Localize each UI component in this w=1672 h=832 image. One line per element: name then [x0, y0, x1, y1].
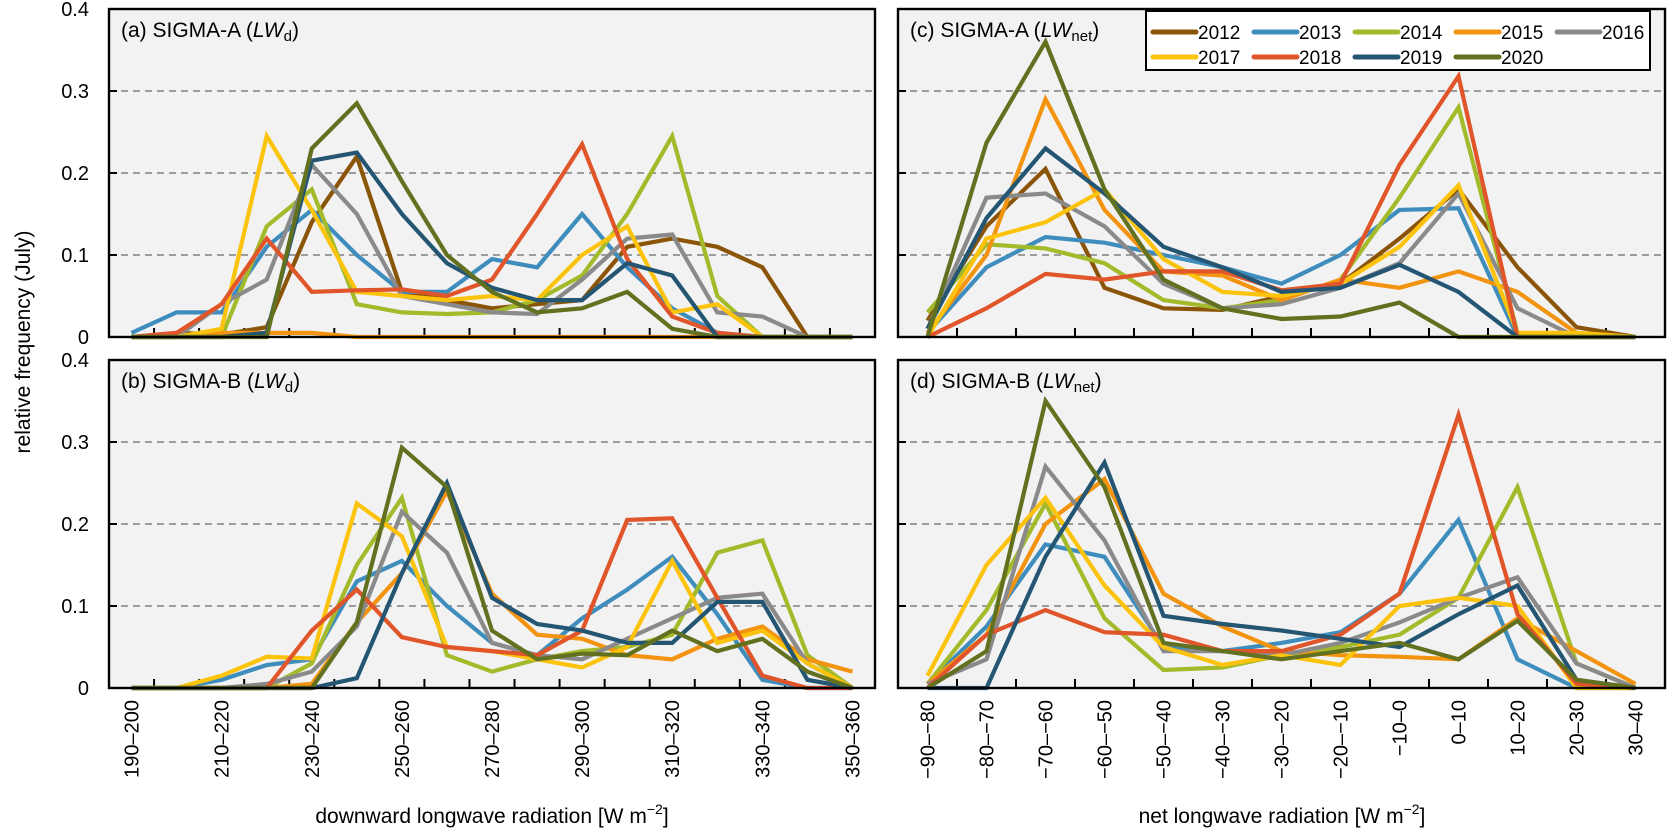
legend-label: 2019 — [1400, 48, 1442, 69]
legend-item-2012: 2012 — [1150, 23, 1240, 44]
plot-frame — [896, 7, 1667, 339]
legend-label: 2016 — [1602, 23, 1644, 44]
legend-item-2019: 2019 — [1352, 48, 1442, 69]
legend-label: 2012 — [1198, 23, 1240, 44]
legend-label: 2014 — [1400, 23, 1443, 44]
panel-d: −90–−80 −80–−70 −70–−60 −60–−50 −50–−40 −40–−… — [896, 358, 1667, 779]
plot-frame — [107, 7, 877, 339]
y-tick-label: 0.4 — [61, 350, 89, 372]
x-tick-label: 270–280 — [482, 700, 504, 778]
x-tick-label: −50–−40 — [1154, 700, 1176, 779]
legend: 2012 2013 2014 2015 2016 2017 2018 2019 2020 — [1145, 10, 1651, 71]
legend-item-2020: 2020 — [1453, 48, 1543, 69]
x-tick-label: −80–−70 — [977, 700, 999, 779]
x-tick-label: −40–−30 — [1213, 700, 1235, 779]
x-tick-label: −90–−80 — [918, 700, 940, 779]
legend-item-2018: 2018 — [1251, 48, 1341, 69]
y-tick-label: 0.1 — [61, 596, 89, 618]
panel-title: (d) SIGMA-B (LWnet) — [910, 370, 1102, 396]
series-line-2020 — [926, 395, 1636, 691]
x-axis-label-left-close: ] — [663, 805, 669, 828]
x-axis-label-right: net longwave radiation [W m−2] — [1139, 801, 1426, 828]
legend-box — [1145, 10, 1651, 71]
series-line-2018 — [926, 407, 1636, 691]
x-axis-label-left-exp: −2 — [647, 801, 663, 817]
panel-b: 0 0.1 0.2 0.3 0.4 190–200 210–220 230–240 250–26… — [61, 350, 877, 778]
series-line-2015 — [925, 94, 1636, 340]
x-axis-label-right-close: ] — [1420, 805, 1426, 828]
x-tick-label: 330–340 — [752, 700, 774, 778]
x-axis-label-left: downward longwave radiation [W m−2] — [315, 801, 668, 828]
x-tick-label: 190–200 — [122, 700, 144, 778]
panel-title: (c) SIGMA-A (LWnet) — [910, 19, 1099, 45]
x-axis-label-right-exp: −2 — [1404, 801, 1420, 817]
y-tick-label: 0.3 — [61, 432, 89, 454]
x-tick-label: 290–300 — [572, 700, 594, 778]
x-tick-label: 0–10 — [1449, 700, 1471, 745]
x-tick-label: −10–0 — [1390, 700, 1412, 756]
x-axis-label-right-text: net longwave radiation [W m — [1139, 805, 1404, 828]
legend-label: 2020 — [1501, 48, 1543, 69]
x-tick-label: 350–360 — [842, 700, 864, 778]
x-tick-label: −30–−20 — [1272, 700, 1294, 779]
x-tick-label: 230–240 — [302, 700, 324, 778]
panel-a: 0 0.1 0.2 0.3 0.4 (a) SIGMA-A (LWd) — [61, 0, 877, 349]
x-tick-label: −70–−60 — [1036, 700, 1058, 779]
x-tick-label: 210–220 — [212, 700, 234, 778]
series-line-2013 — [926, 515, 1636, 691]
legend-label: 2018 — [1299, 48, 1341, 69]
legend-item-2014: 2014 — [1352, 23, 1443, 44]
y-tick-label: 0.3 — [61, 81, 89, 103]
plot-frame — [896, 358, 1667, 690]
y-tick-label: 0.2 — [61, 514, 89, 536]
x-tick-label: 30–40 — [1626, 700, 1648, 756]
series-line-2016 — [925, 189, 1636, 340]
series-line-2017 — [925, 494, 1636, 691]
plot-frame — [107, 358, 877, 690]
y-tick-label: 0.4 — [61, 0, 89, 21]
legend-label: 2015 — [1501, 23, 1543, 44]
x-axis-label-left-text: downward longwave radiation [W m — [315, 805, 647, 828]
series-line-2012 — [131, 151, 853, 340]
x-tick-label: 10–20 — [1508, 700, 1530, 756]
y-axis-label: relative frequency (July) — [12, 231, 35, 454]
legend-label: 2017 — [1198, 48, 1240, 69]
series-line-2017 — [131, 130, 853, 340]
series-line-2019 — [927, 457, 1636, 691]
x-tick-label: 250–260 — [392, 700, 414, 778]
series-line-2016 — [131, 508, 854, 691]
y-tick-label: 0 — [78, 327, 89, 349]
legend-item-2013: 2013 — [1251, 23, 1341, 44]
x-tick-label: −20–−10 — [1331, 700, 1353, 779]
panel-title: (b) SIGMA-B (LWd) — [121, 370, 300, 396]
legend-item-2016: 2016 — [1554, 23, 1644, 44]
x-tick-label: 20–30 — [1567, 700, 1589, 756]
x-tick-label: 310–320 — [662, 700, 684, 778]
series-line-2018 — [131, 139, 853, 340]
y-tick-label: 0 — [78, 678, 89, 700]
legend-label: 2013 — [1299, 23, 1341, 44]
panel-title: (a) SIGMA-A (LWd) — [121, 19, 299, 45]
x-tick-label: −60–−50 — [1095, 700, 1117, 779]
legend-item-2015: 2015 — [1453, 23, 1543, 44]
legend-item-2017: 2017 — [1150, 48, 1240, 69]
y-tick-label: 0.2 — [61, 163, 89, 185]
y-tick-label: 0.1 — [61, 245, 89, 267]
